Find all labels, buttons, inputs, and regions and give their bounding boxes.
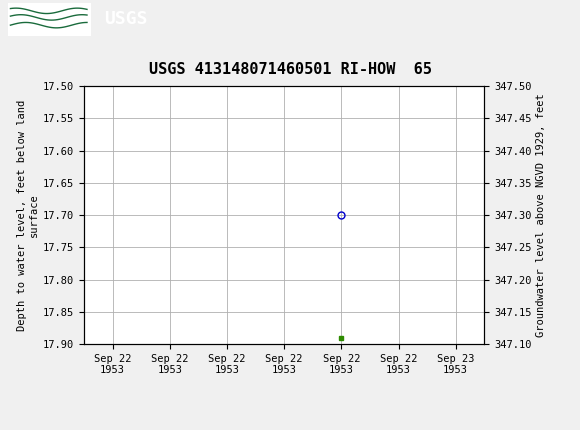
Y-axis label: Groundwater level above NGVD 1929, feet: Groundwater level above NGVD 1929, feet — [536, 93, 546, 337]
Text: USGS 413148071460501 RI-HOW  65: USGS 413148071460501 RI-HOW 65 — [148, 62, 432, 77]
Y-axis label: Depth to water level, feet below land
surface: Depth to water level, feet below land su… — [17, 99, 39, 331]
Bar — [9, 4, 90, 35]
Text: USGS: USGS — [104, 10, 148, 28]
